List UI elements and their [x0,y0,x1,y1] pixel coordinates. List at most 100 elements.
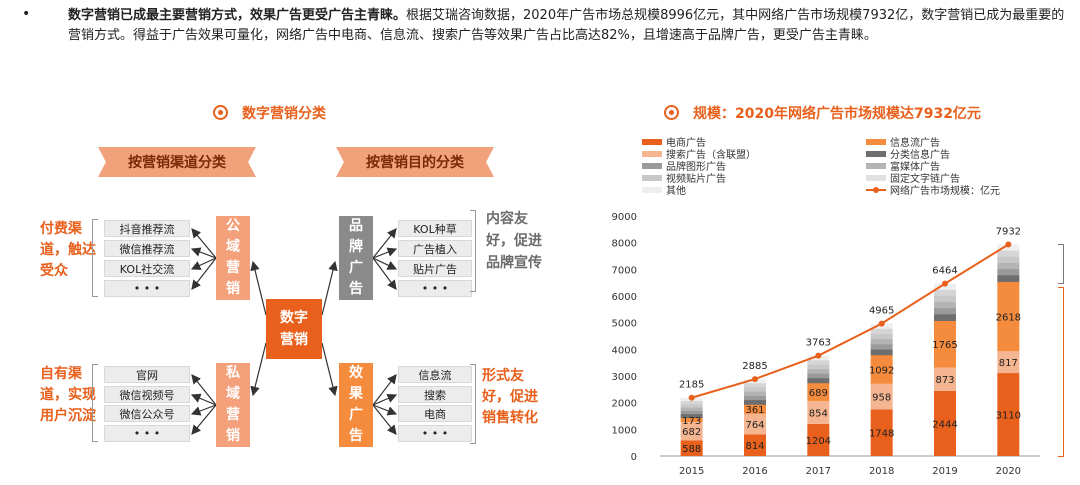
bar-segment-other [680,414,703,419]
public-domain-box: 公域营销 [216,216,250,300]
bar-segment-search [744,413,766,435]
legend-rich-media: 富媒体广告 [866,158,940,173]
bracket-chart-bottom [1058,287,1064,457]
target-icon [664,105,679,120]
intro-paragraph: 数字营销已成最主要营销方式，效果广告更受广告主青睐。根据艾瑞咨询数据，2020年… [68,6,1068,46]
bar-segment-feed [934,320,956,368]
list-item: 广告植入 [398,240,472,257]
total-line-label: 2185 [679,380,704,391]
legend-label: 品牌图形广告 [666,162,726,173]
list-item: 抖音推荐流 [104,220,190,237]
total-line-point [688,394,695,401]
center-node-label: 数字营销 [280,310,308,348]
bar-value-label: 682 [682,427,701,438]
private-domain-label: 私域营销 [226,365,240,444]
own-channel-text: 自有渠道，实现用户沉淀 [40,366,96,424]
legend-label: 其他 [666,186,686,197]
total-line-label: 7932 [996,226,1021,237]
y-tick-label: 6000 [612,292,637,303]
bar-segment-other [744,400,766,405]
bar-value-label: 2618 [996,312,1021,323]
list-item: • • • [398,280,472,297]
bar-segment-other [997,275,1020,282]
bar-segment-search [934,367,956,391]
bar-value-label: 814 [745,441,764,452]
list-item: • • • [398,425,472,442]
bar-segment-other [680,410,703,415]
bar-segment-search [870,383,893,410]
bar-segment-other [807,378,830,384]
legend-line-swatch [866,186,886,193]
paid-channel-text: 付费渠道，触达受众 [40,221,96,279]
y-tick-label: 3000 [612,372,637,383]
bar-segment-feed [997,281,1020,352]
y-tick-label: 0 [631,452,637,463]
bar-segment-other [680,407,703,412]
legend-other: 其他 [642,182,686,197]
legend-label: 分类信息广告 [890,150,950,161]
legend-total-line: 网络广告市场规模：亿元 [866,182,1000,197]
diagram-title-text: 数字营销分类 [242,106,326,122]
legend-swatch [866,162,886,169]
bracket-left-bottom [92,364,98,442]
list-item: • • • [104,280,190,297]
legend-brand-graphic: 品牌图形广告 [642,158,726,173]
legend-swatch [642,174,662,181]
bar-value-label: 1204 [806,436,831,447]
bar-segment-other [807,360,830,366]
legend-label: 电商广告 [666,138,706,149]
list-item: 信息流 [398,366,472,383]
list-item: 微信视频号 [104,386,190,403]
list-item: 贴片广告 [398,260,472,277]
bar-segment-other [934,314,956,321]
y-tick-label: 5000 [612,319,637,330]
bar-value-label: 817 [999,358,1018,369]
bar-segment-ecommerce [934,390,956,456]
legend-swatch [642,162,662,169]
total-line-label: 4965 [869,306,894,317]
chart-title-text: 规模：2020年网络广告市场规模达7932亿元 [693,106,981,122]
bracket-right-top [470,210,476,292]
y-tick-label: 4000 [612,345,637,356]
list-item: KOL社交流 [104,260,190,277]
bar-segment-feed [744,404,766,414]
bullet-mark: • [22,6,31,22]
total-line [691,243,1009,399]
intro-body: 根据艾瑞咨询数据，2020年广告市场总规模8996亿元，其中网络广告市场规模79… [68,8,1065,43]
y-tick-label: 2000 [612,399,637,410]
bar-segment-other [934,283,956,291]
bar-value-label: 689 [809,388,828,399]
intro-bold: 数字营销已成最主要营销方式，效果广告更受广告主青睐。 [68,8,407,23]
x-tick-label: 2016 [742,466,767,477]
bar-segment-other [870,344,893,351]
legend-video-patch: 视频贴片广告 [642,170,726,185]
banner-channel: 按营销渠道分类 [98,147,256,177]
bar-segment-other [934,289,956,297]
bracket-right-bottom [470,364,476,444]
bar-segment-other [870,333,893,340]
y-tick-label: 8000 [612,239,637,250]
effect-ads-label: 效果广告 [349,365,363,444]
total-line-point [815,352,822,359]
legend-feed: 信息流广告 [866,134,940,149]
bar-segment-search [680,422,703,441]
legend-label: 固定文字链广告 [890,174,960,185]
list-item: 搜索 [398,386,472,403]
bar-segment-other [744,383,766,388]
legend-swatch [866,174,886,181]
list-item: 电商 [398,405,472,422]
effect-desc: 形式友好，促进销售转化 [482,368,538,426]
bar-value-label: 1748 [869,429,894,440]
total-line-label: 3763 [806,338,831,349]
bar-segment-other [934,302,956,309]
diagram-title: 数字营销分类 [213,103,326,123]
legend-search: 搜索广告（含联盟） [642,146,756,161]
chart-title: 规模：2020年网络广告市场规模达7932亿元 [664,103,981,123]
total-line-label: 2885 [742,361,767,372]
legend-label: 搜索广告（含联盟） [666,150,756,161]
x-tick-label: 2015 [679,466,704,477]
y-tick-label: 9000 [612,212,637,223]
total-line-label: 6464 [932,266,957,277]
effect-ads-box: 效果广告 [339,363,373,447]
